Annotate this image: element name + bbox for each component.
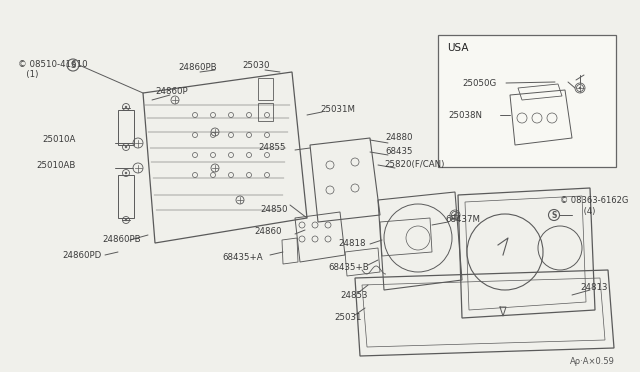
Circle shape [125, 146, 127, 148]
Text: 25050G: 25050G [462, 78, 496, 87]
Circle shape [454, 214, 456, 216]
Text: 24855: 24855 [258, 144, 285, 153]
Bar [258, 78, 273, 100]
Text: S: S [70, 61, 76, 70]
Circle shape [579, 87, 581, 89]
Text: 24860PD: 24860PD [62, 250, 101, 260]
Bar [438, 35, 616, 167]
Circle shape [125, 106, 127, 108]
Text: 68435+B: 68435+B [328, 263, 369, 272]
Text: 68435: 68435 [385, 148, 413, 157]
Text: S: S [551, 211, 557, 219]
Text: 24853: 24853 [340, 291, 367, 299]
Text: © 08363-6162G
         (4): © 08363-6162G (4) [560, 196, 628, 216]
Text: Aρ·A×0.59: Aρ·A×0.59 [570, 357, 615, 366]
Text: 25031: 25031 [334, 314, 362, 323]
Text: 24860PB: 24860PB [102, 235, 141, 244]
Text: 25010AB: 25010AB [36, 160, 76, 170]
Circle shape [125, 172, 127, 174]
Text: 24860PB: 24860PB [178, 62, 216, 71]
Text: 68437M: 68437M [445, 215, 480, 224]
Text: 25038N: 25038N [448, 110, 482, 119]
Text: 24860P: 24860P [155, 87, 188, 96]
Text: 24880: 24880 [385, 134, 413, 142]
Text: 25820(F/CAN): 25820(F/CAN) [384, 160, 444, 170]
Text: 24813: 24813 [580, 283, 607, 292]
Text: 68435+A: 68435+A [222, 253, 262, 262]
Text: 25010A: 25010A [42, 135, 76, 144]
Text: 24860: 24860 [254, 228, 282, 237]
Text: USA: USA [447, 43, 468, 53]
Text: 25031M: 25031M [320, 105, 355, 113]
Text: © 08510-41610
   (1): © 08510-41610 (1) [18, 60, 88, 79]
Bar [258, 103, 273, 121]
Text: 24818: 24818 [338, 238, 365, 247]
Text: 25030: 25030 [242, 61, 269, 71]
Text: 24850: 24850 [260, 205, 287, 215]
Circle shape [125, 219, 127, 221]
